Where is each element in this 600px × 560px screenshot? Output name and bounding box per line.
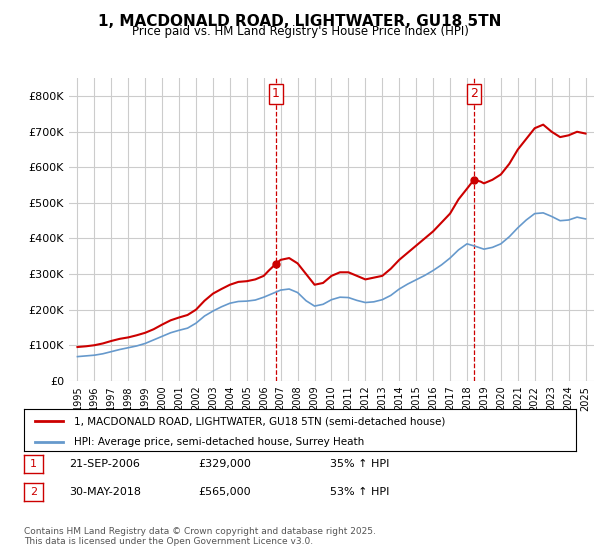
Text: £565,000: £565,000 [198,487,251,497]
Text: 1: 1 [272,87,280,100]
Text: 30-MAY-2018: 30-MAY-2018 [69,487,141,497]
Text: Price paid vs. HM Land Registry's House Price Index (HPI): Price paid vs. HM Land Registry's House … [131,25,469,38]
Text: 35% ↑ HPI: 35% ↑ HPI [330,459,389,469]
Text: £329,000: £329,000 [198,459,251,469]
Text: 2: 2 [470,87,478,100]
Text: HPI: Average price, semi-detached house, Surrey Heath: HPI: Average price, semi-detached house,… [74,437,364,447]
Text: Contains HM Land Registry data © Crown copyright and database right 2025.
This d: Contains HM Land Registry data © Crown c… [24,526,376,546]
Text: 1, MACDONALD ROAD, LIGHTWATER, GU18 5TN (semi-detached house): 1, MACDONALD ROAD, LIGHTWATER, GU18 5TN … [74,417,445,426]
Text: 53% ↑ HPI: 53% ↑ HPI [330,487,389,497]
Text: 1, MACDONALD ROAD, LIGHTWATER, GU18 5TN: 1, MACDONALD ROAD, LIGHTWATER, GU18 5TN [98,14,502,29]
Text: 21-SEP-2006: 21-SEP-2006 [69,459,140,469]
Text: 2: 2 [30,487,37,497]
Text: 1: 1 [30,459,37,469]
